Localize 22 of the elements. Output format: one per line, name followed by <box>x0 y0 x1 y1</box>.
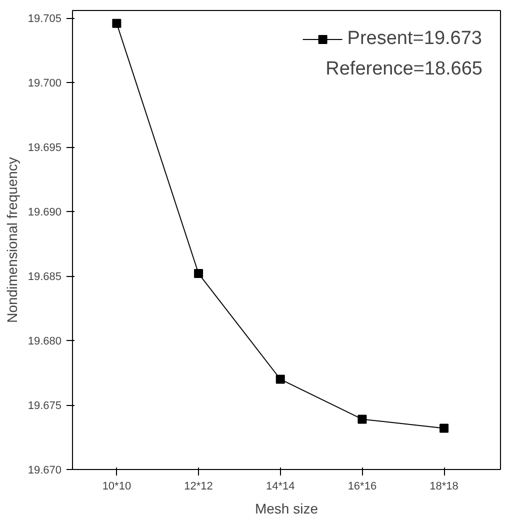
y-tick-label: 19.700 <box>28 78 62 90</box>
point <box>112 18 122 28</box>
y-tick-label: 19.675 <box>28 400 62 412</box>
y-tick-label: 19.695 <box>28 142 62 154</box>
x-tick-label: 16*16 <box>348 480 377 492</box>
y-tick-label: 19.690 <box>28 206 62 219</box>
annotation: Reference=18.665 <box>326 58 483 80</box>
point <box>194 269 204 278</box>
legend-label: Present=19.673 <box>347 28 482 50</box>
y-tick-label: 19.705 <box>28 13 62 26</box>
x-tick-label: 10*10 <box>102 480 132 492</box>
x-tick-label: 14*14 <box>266 480 295 492</box>
x-axis-title: Mesh size <box>254 500 318 516</box>
y-tick-label: 19.670 <box>28 464 62 476</box>
point <box>276 374 285 384</box>
y-tick-label: 19.680 <box>28 336 62 348</box>
point <box>440 424 449 433</box>
point <box>358 414 367 424</box>
x-tick-label: 18*18 <box>430 480 458 492</box>
y-tick-label: 19.685 <box>28 271 62 284</box>
x-tick-label: 12*12 <box>184 480 213 492</box>
y-axis-title: Nondimensional frequency <box>4 157 20 323</box>
